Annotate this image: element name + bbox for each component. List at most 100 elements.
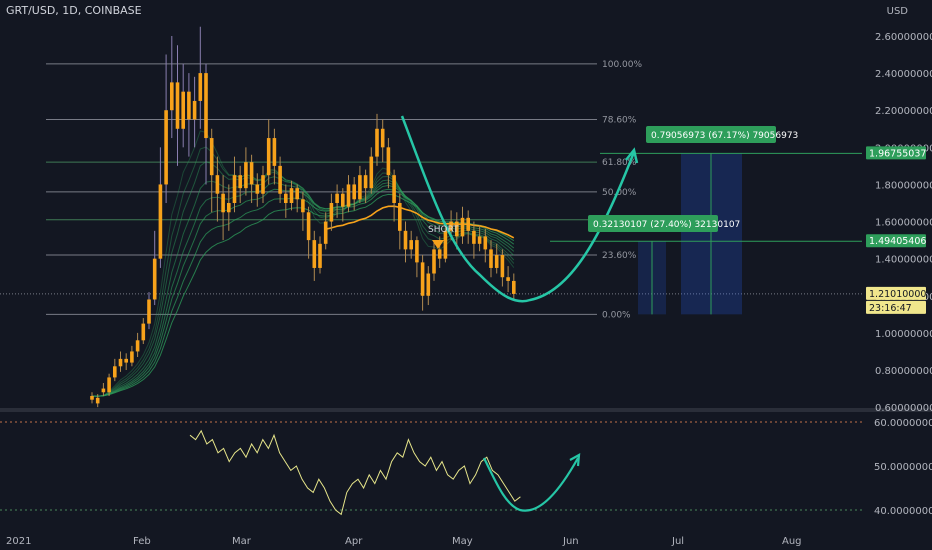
time-tick-label: Apr xyxy=(345,536,363,547)
price-label: 1.96755037 xyxy=(869,148,926,159)
price-label-box xyxy=(866,234,926,248)
candle-body xyxy=(466,217,470,231)
fibonacci-levels: 100.00%78.60%61.80%50.00%38.20%23.60%0.0… xyxy=(0,60,862,320)
candle-body xyxy=(101,388,106,393)
osc-projection-curve xyxy=(483,457,579,512)
candle-body xyxy=(426,273,431,296)
candle-body xyxy=(437,249,442,259)
candle-body xyxy=(170,82,174,111)
candle-body xyxy=(489,249,493,268)
candle-body xyxy=(272,138,277,166)
candle-body xyxy=(209,138,214,176)
fib-label: 100.00% xyxy=(602,60,642,70)
price-tick-label: 1.60000000 xyxy=(875,218,932,229)
target-label-1: 0.79056973 (67.17%) 79056973 xyxy=(651,131,798,141)
price-tick-label: 1.80000000 xyxy=(875,180,932,191)
candle-body xyxy=(375,128,379,157)
candle-body xyxy=(295,188,299,200)
fib-label: 61.80% xyxy=(602,158,637,168)
price-tick-label: 1.00000000 xyxy=(875,329,932,340)
price-label: 1.49405406 xyxy=(869,236,926,247)
short-marker xyxy=(432,240,444,249)
time-tick-label: 2021 xyxy=(6,536,31,547)
pane-separator xyxy=(0,408,932,412)
short-label: SHORT xyxy=(428,225,459,235)
candle-body xyxy=(483,236,488,250)
oscillator-line xyxy=(189,429,521,516)
candle-body xyxy=(289,188,294,203)
candle-body xyxy=(152,258,157,300)
candle-body xyxy=(306,212,311,241)
candle-body xyxy=(118,358,123,367)
candle-body xyxy=(113,366,117,378)
price-tick-label: 2.60000000 xyxy=(875,32,932,43)
candle-body xyxy=(198,73,203,101)
candle-body xyxy=(369,156,374,189)
projection-arrow xyxy=(625,147,639,164)
candle-body xyxy=(90,395,94,400)
candle-body xyxy=(187,91,191,120)
candle-body xyxy=(341,193,345,207)
fib-label: 23.60% xyxy=(602,251,637,261)
target-label-2: 0.32130107 (27.40%) 32130107 xyxy=(593,220,740,230)
candle-body xyxy=(135,340,140,352)
price-axis[interactable]: 2.600000002.400000002.200000002.00000000… xyxy=(866,32,932,414)
candle-body xyxy=(130,351,134,363)
osc-tick-label: 60.00000000 xyxy=(874,418,932,429)
candle-body xyxy=(284,193,288,203)
candle-body xyxy=(449,221,453,231)
candle-body xyxy=(192,100,197,120)
price-tick-label: 1.40000000 xyxy=(875,255,932,266)
target-label-box-1 xyxy=(646,126,776,143)
candle-body xyxy=(506,277,510,281)
candle-body xyxy=(472,230,476,244)
candle-body xyxy=(232,175,237,203)
candle-body xyxy=(443,230,448,259)
time-axis-bg xyxy=(0,530,932,550)
time-tick-label: Jul xyxy=(671,536,684,547)
time-tick-label: Mar xyxy=(232,536,252,547)
ema-line xyxy=(91,176,515,397)
candle-body xyxy=(124,358,128,363)
time-tick-label: Aug xyxy=(782,536,802,547)
candle-body xyxy=(244,162,248,189)
time-tick-label: Jun xyxy=(562,536,579,547)
price-tick-label: 0.80000000 xyxy=(875,366,932,377)
time-axis[interactable]: 2021 Feb Mar Apr May Jun Jul Aug xyxy=(6,536,802,547)
candle-body xyxy=(261,175,265,194)
slow-ma-line xyxy=(325,205,515,239)
candle-body xyxy=(477,236,482,244)
drawings: SHORT 0.79056973 (67.17%) 79056973 0.32130… xyxy=(400,115,798,303)
candle-body xyxy=(460,217,465,237)
candle-body xyxy=(403,230,408,250)
candle-body xyxy=(249,162,254,185)
candle-body xyxy=(346,184,351,207)
candle-body xyxy=(409,240,413,250)
candle-body xyxy=(432,249,436,274)
candle-body xyxy=(392,175,396,203)
price-tick-label: 2.40000000 xyxy=(875,69,932,80)
candle-body xyxy=(312,240,317,268)
candle-body xyxy=(221,193,225,213)
time-tick-label: Feb xyxy=(133,536,151,547)
price-label-box xyxy=(866,300,926,314)
fib-label: 78.60% xyxy=(602,116,637,126)
candles xyxy=(90,26,516,408)
candle-body xyxy=(301,199,305,213)
oscillator-pane[interactable]: 60.00000000 50.00000000 40.00000000 xyxy=(0,418,932,517)
candle-body xyxy=(255,184,260,194)
price-label: 1.21010000 xyxy=(869,289,926,300)
grid xyxy=(0,408,932,550)
ema-line xyxy=(91,181,515,397)
candle-body xyxy=(494,254,499,268)
candle-body xyxy=(181,91,185,129)
symbol-title: GRT/USD, 1D, COINBASE xyxy=(6,4,142,17)
candle-body xyxy=(512,280,516,294)
fib-label: 50.00% xyxy=(602,188,637,198)
candle-body xyxy=(141,323,146,341)
projection-curve xyxy=(400,115,636,303)
osc-tick-label: 50.00000000 xyxy=(874,462,932,473)
candle-body xyxy=(455,221,459,237)
price-label-box xyxy=(866,286,926,300)
